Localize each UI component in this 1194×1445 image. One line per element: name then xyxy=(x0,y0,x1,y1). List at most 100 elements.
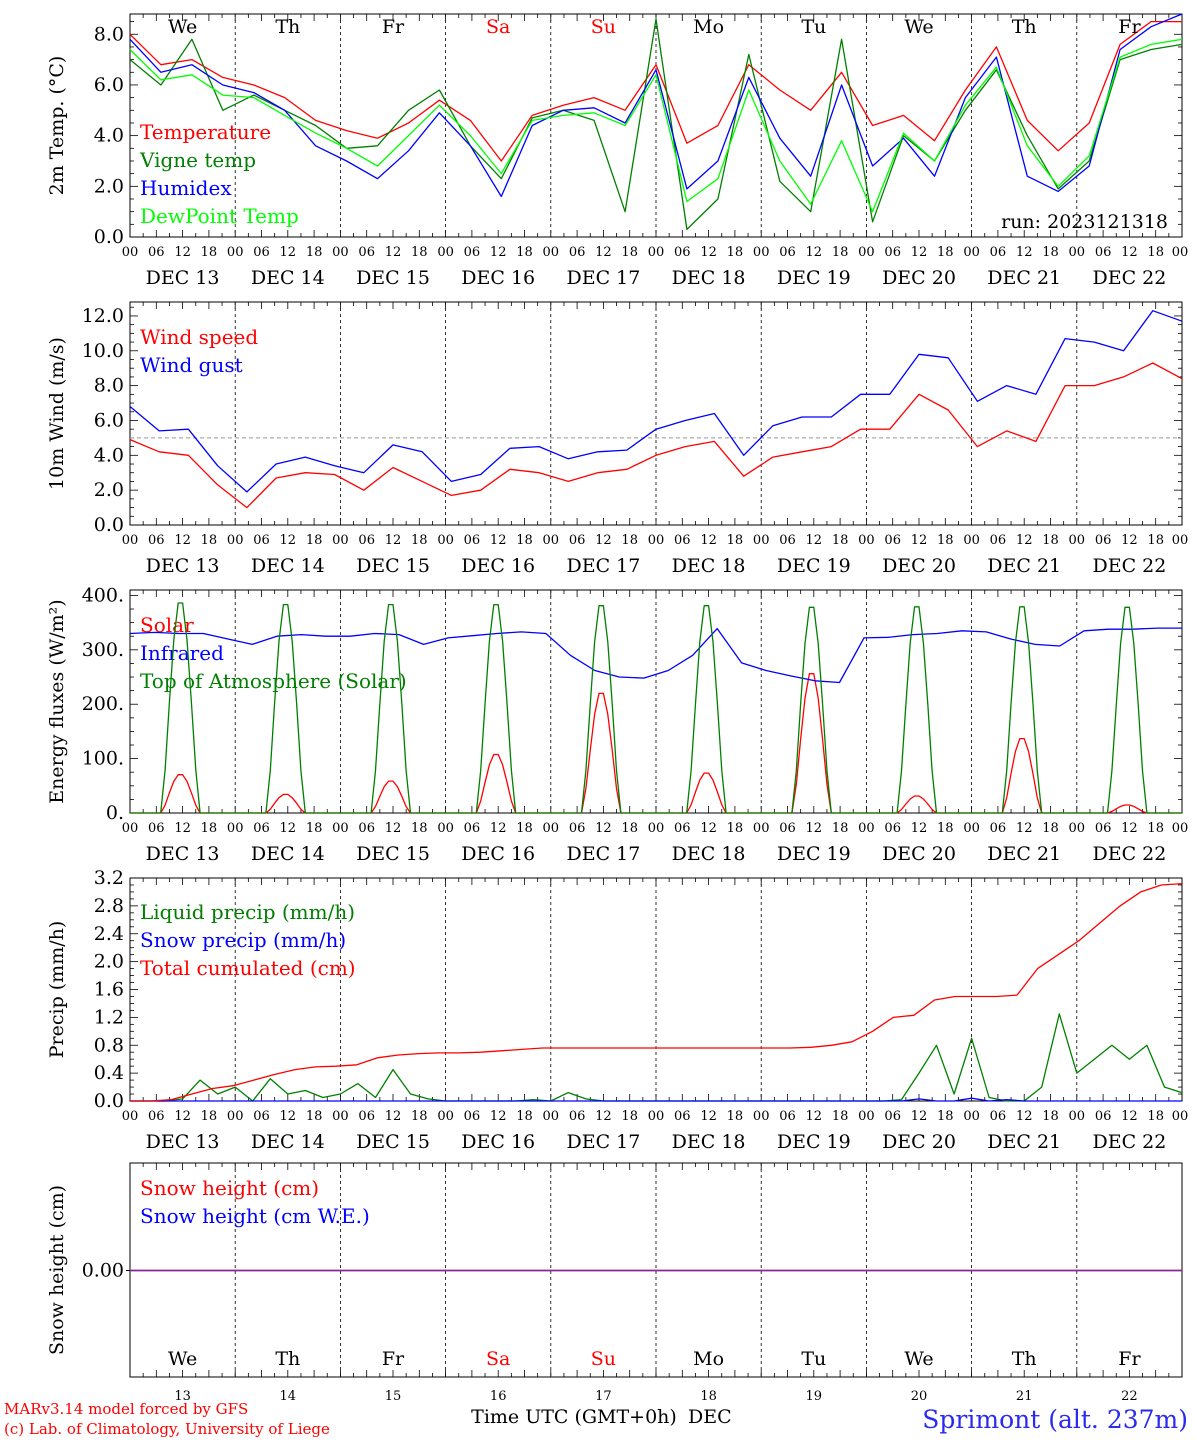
x-hour-label: 12 xyxy=(1016,821,1033,836)
x-hour-label: 00 xyxy=(1069,533,1086,548)
x-hour-label: 18 xyxy=(1042,533,1059,548)
series-line-temperature xyxy=(129,20,1182,162)
weekday-label: Fr xyxy=(382,1348,405,1370)
weekday-label: Sa xyxy=(486,1348,510,1370)
x-hour-label: 18 xyxy=(516,821,533,836)
x-hour-label: 18 xyxy=(1147,1109,1164,1124)
x-hour-label: 12 xyxy=(280,1109,297,1124)
series-line-wind-speed xyxy=(129,362,1183,509)
x-hour-label: 18 xyxy=(727,1109,744,1124)
weekday-label: Th xyxy=(1012,1348,1037,1370)
x-hour-label: 00 xyxy=(332,1109,349,1124)
x-hour-label: 00 xyxy=(753,533,770,548)
x-hour-label: 12 xyxy=(806,245,823,260)
x-hour-label: 12 xyxy=(490,533,507,548)
x-hour-label: 00 xyxy=(963,821,980,836)
x-hour-label: 00 xyxy=(648,1109,665,1124)
x-hour-label: 18 xyxy=(1042,1109,1059,1124)
x-hour-label: 00 xyxy=(648,821,665,836)
x-date-label: DEC 13 xyxy=(146,267,220,289)
day-number-label: 20 xyxy=(911,1389,928,1404)
x-hour-label: 12 xyxy=(911,533,928,548)
x-hour-label: 00 xyxy=(122,1109,139,1124)
x-hour-label: 00 xyxy=(858,533,875,548)
weekday-label: We xyxy=(904,16,933,38)
y-tick-label: 300. xyxy=(82,639,124,661)
series-line-wind-gust xyxy=(129,310,1183,493)
y-tick-label: 2.0 xyxy=(94,951,124,973)
x-hour-label: 12 xyxy=(911,245,928,260)
x-hour-label: 06 xyxy=(1095,245,1112,260)
legend-entry: Total cumulated (cm) xyxy=(140,956,356,980)
x-hour-label: 18 xyxy=(516,1109,533,1124)
y-tick-label: 2.8 xyxy=(94,895,124,917)
x-hour-label: 18 xyxy=(1042,821,1059,836)
y-tick-label: 2.0 xyxy=(94,175,124,197)
x-date-label: DEC 18 xyxy=(672,555,746,577)
x-hour-label: 06 xyxy=(569,1109,586,1124)
x-date-label: DEC 20 xyxy=(882,1131,956,1153)
y-tick-label: 400. xyxy=(82,584,124,606)
x-hour-label: 06 xyxy=(148,245,165,260)
y-axis-label: 2m Temp. (°C) xyxy=(46,56,68,196)
y-tick-label: 4.0 xyxy=(94,444,124,466)
x-hour-label: 12 xyxy=(385,821,402,836)
x-date-label: DEC 20 xyxy=(882,843,956,865)
x-hour-label: 18 xyxy=(1147,821,1164,836)
x-hour-label: 00 xyxy=(543,533,560,548)
x-date-label: DEC 19 xyxy=(777,267,851,289)
x-date-label: DEC 14 xyxy=(251,267,325,289)
x-date-label: DEC 17 xyxy=(566,267,640,289)
x-date-label: DEC 15 xyxy=(356,843,430,865)
x-hour-label: 12 xyxy=(595,245,612,260)
x-date-label: DEC 22 xyxy=(1092,267,1166,289)
x-hour-label: 06 xyxy=(358,1109,375,1124)
x-hour-label: 12 xyxy=(490,245,507,260)
day-number-label: 18 xyxy=(700,1389,717,1404)
x-hour-label: 18 xyxy=(306,533,323,548)
series-line-total-cumulated-cm- xyxy=(130,882,1183,1102)
x-date-label: DEC 15 xyxy=(356,1131,430,1153)
x-hour-label: 12 xyxy=(174,821,191,836)
series-line-liquid-precip-mm-h- xyxy=(130,1013,1183,1102)
x-hour-label: 18 xyxy=(201,1109,218,1124)
y-tick-label: 0.4 xyxy=(94,1062,124,1084)
station-name: Sprimont (alt. 237m) xyxy=(922,1405,1188,1434)
x-hour-label: 06 xyxy=(1095,1109,1112,1124)
x-hour-label: 12 xyxy=(174,245,191,260)
x-date-label: DEC 16 xyxy=(461,843,535,865)
x-hour-label: 00 xyxy=(1069,1109,1086,1124)
x-hour-label: 18 xyxy=(201,245,218,260)
y-tick-label: 6.0 xyxy=(94,74,124,96)
series-line-snow-precip-mm-h- xyxy=(130,1097,1182,1102)
x-date-label: DEC 21 xyxy=(987,1131,1061,1153)
x-hour-label: 06 xyxy=(253,533,270,548)
weekday-label: Fr xyxy=(1118,1348,1141,1370)
x-date-label: DEC 21 xyxy=(987,555,1061,577)
x-date-label: DEC 19 xyxy=(777,843,851,865)
legend-entry: Humidex xyxy=(140,176,232,200)
x-hour-label: 00 xyxy=(963,1109,980,1124)
weekday-label: Th xyxy=(1012,16,1037,38)
x-hour-label: 12 xyxy=(806,1109,823,1124)
x-date-label: DEC 14 xyxy=(251,555,325,577)
x-hour-label: 06 xyxy=(779,533,796,548)
x-hour-label: 06 xyxy=(674,821,691,836)
y-tick-label: 200. xyxy=(82,693,124,715)
x-date-label: DEC 16 xyxy=(461,267,535,289)
x-hour-label: 18 xyxy=(727,821,744,836)
x-hour-label: 00 xyxy=(227,821,244,836)
x-hour-label: 00 xyxy=(1172,245,1189,260)
series-line-top-of-atmosphere-solar- xyxy=(130,602,1182,814)
x-hour-label: 12 xyxy=(385,1109,402,1124)
legend-entry: Snow height (cm) xyxy=(140,1176,319,1200)
x-hour-label: 18 xyxy=(411,821,428,836)
x-hour-label: 06 xyxy=(358,821,375,836)
x-hour-label: 12 xyxy=(595,1109,612,1124)
y-tick-label: 2.0 xyxy=(94,479,124,501)
x-hour-label: 06 xyxy=(569,821,586,836)
x-date-label: DEC 22 xyxy=(1092,555,1166,577)
legend-entry: Liquid precip (mm/h) xyxy=(140,900,355,924)
x-hour-label: 00 xyxy=(648,533,665,548)
x-axis-title: Time UTC (GMT+0h) xyxy=(471,1406,677,1428)
